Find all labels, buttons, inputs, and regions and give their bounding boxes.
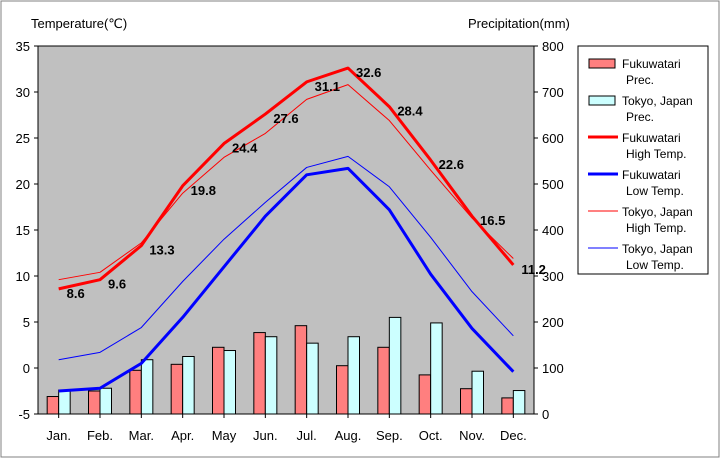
temperature-lines: [58, 66, 515, 393]
left-tick-label: 30: [16, 85, 30, 100]
right-tick-label: 400: [542, 223, 564, 238]
high-temp-label: 19.8: [191, 183, 216, 198]
prec-bar-tokyo: [264, 336, 278, 415]
line-tokyo-low: [58, 155, 514, 361]
line-fukuwatari-high: [58, 66, 515, 291]
left-tick-label: 10: [16, 269, 30, 284]
right-tick-label: 200: [542, 315, 564, 330]
month-tick-label: Mar.: [129, 428, 154, 443]
left-tick-label: 0: [23, 361, 30, 376]
prec-bar-fukuwatari: [129, 369, 142, 415]
high-temp-label: 11.2: [521, 262, 546, 277]
legend-swatch: [588, 95, 616, 106]
left-tick-label: 5: [23, 315, 30, 330]
left-tick-label: 20: [16, 177, 30, 192]
month-tick-label: May: [212, 428, 237, 443]
high-temp-label: 22.6: [439, 157, 464, 172]
prec-bar-fukuwatari: [418, 374, 432, 415]
right-tick-label: 700: [542, 85, 564, 100]
month-tick-label: Jul.: [297, 428, 317, 443]
prec-bar-fukuwatari: [170, 363, 184, 415]
left-axis-ticks: -5 0 5 10 15 20 25 30 35: [16, 39, 38, 422]
prec-bar-tokyo: [388, 316, 402, 415]
month-tick-label: Oct.: [419, 428, 443, 443]
prec-bar-fukuwatari: [501, 397, 514, 415]
prec-bar-tokyo: [182, 356, 195, 415]
legend-label: High Temp.: [626, 147, 686, 161]
prec-bar-fukuwatari: [460, 388, 473, 415]
high-temp-label: 31.1: [315, 79, 340, 94]
legend-box: [577, 45, 709, 275]
high-temp-label: 13.3: [149, 243, 174, 258]
prec-bar-tokyo: [140, 359, 154, 415]
prec-bar-fukuwatari: [377, 346, 390, 415]
high-temp-label: 24.4: [232, 141, 258, 156]
high-temp-label: 9.6: [108, 277, 126, 292]
legend-label: Fukuwatari: [622, 168, 681, 182]
prec-bar-tokyo: [223, 350, 236, 415]
legend-label: Tokyo, Japan: [622, 205, 693, 219]
high-temp-label: 32.6: [356, 65, 381, 80]
legend-label: Fukuwatari: [622, 131, 681, 145]
prec-bar-fukuwatari: [294, 325, 308, 415]
prec-bar-fukuwatari: [212, 346, 225, 415]
high-temp-label: 28.4: [397, 104, 423, 119]
prec-bar-tokyo: [99, 387, 112, 415]
prec-bar-tokyo: [471, 370, 484, 415]
right-axis-ticks: 0 100 200 300 400 500 600 700 800: [534, 39, 564, 422]
legend-label: Fukuwatari: [622, 57, 681, 71]
prec-bar-tokyo: [512, 390, 526, 415]
month-tick-label: Dec.: [500, 428, 527, 443]
legend-label: High Temp.: [626, 221, 686, 235]
high-temp-label: 8.6: [67, 286, 85, 301]
right-axis-title: Precipitation(mm): [468, 16, 570, 31]
prec-bar-fukuwatari: [88, 390, 101, 415]
left-tick-label: 15: [16, 223, 30, 238]
high-temp-data-labels: 8.6 9.6 13.3 19.8 24.4 27.6 31.1 32.6 28.4 22.6 16…: [67, 65, 546, 301]
month-axis-ticks: Jan. Feb. Mar. Apr. May Jun. Jul. Aug. Sep. Oct. N…: [46, 414, 527, 443]
legend-label: Tokyo, Japan: [622, 94, 693, 108]
legend-label: Prec.: [626, 110, 654, 124]
month-tick-label: Aug.: [335, 428, 362, 443]
legend-label: Low Temp.: [626, 184, 684, 198]
prec-bar-fukuwatari: [336, 365, 349, 415]
left-tick-label: -5: [18, 407, 30, 422]
high-temp-label: 16.5: [480, 213, 505, 228]
line-fukuwatari-low: [58, 166, 515, 393]
prec-bar-tokyo: [347, 336, 360, 415]
prec-bar-fukuwatari: [46, 396, 60, 415]
right-tick-label: 300: [542, 269, 564, 284]
legend-label: Low Temp.: [626, 258, 684, 272]
right-tick-label: 800: [542, 39, 564, 54]
month-tick-label: Nov.: [459, 428, 485, 443]
prec-bar-fukuwatari: [253, 332, 266, 415]
month-tick-label: Feb.: [87, 428, 113, 443]
legend: Fukuwatari Prec. Tokyo, Japan Prec. Fukuwata…: [577, 45, 709, 275]
right-tick-label: 0: [542, 407, 549, 422]
month-tick-label: Apr.: [171, 428, 194, 443]
prec-bar-tokyo: [306, 342, 319, 415]
legend-label: Tokyo, Japan: [622, 242, 693, 256]
legend-swatch: [588, 58, 616, 69]
left-tick-label: 25: [16, 131, 30, 146]
right-tick-label: 500: [542, 177, 564, 192]
right-tick-label: 600: [542, 131, 564, 146]
right-tick-label: 100: [542, 361, 564, 376]
left-axis-title: Temperature(℃): [31, 16, 127, 31]
plot-area: [37, 45, 535, 415]
month-tick-label: Sep.: [376, 428, 403, 443]
left-tick-label: 35: [16, 39, 30, 54]
prec-bar-tokyo: [430, 322, 443, 415]
prec-bar-tokyo: [58, 389, 71, 415]
precipitation-bars: [46, 316, 526, 415]
line-tokyo-high: [58, 84, 514, 281]
month-tick-label: Jan.: [46, 428, 71, 443]
month-tick-label: Jun.: [253, 428, 278, 443]
legend-label: Prec.: [626, 73, 654, 87]
high-temp-label: 27.6: [273, 111, 298, 126]
